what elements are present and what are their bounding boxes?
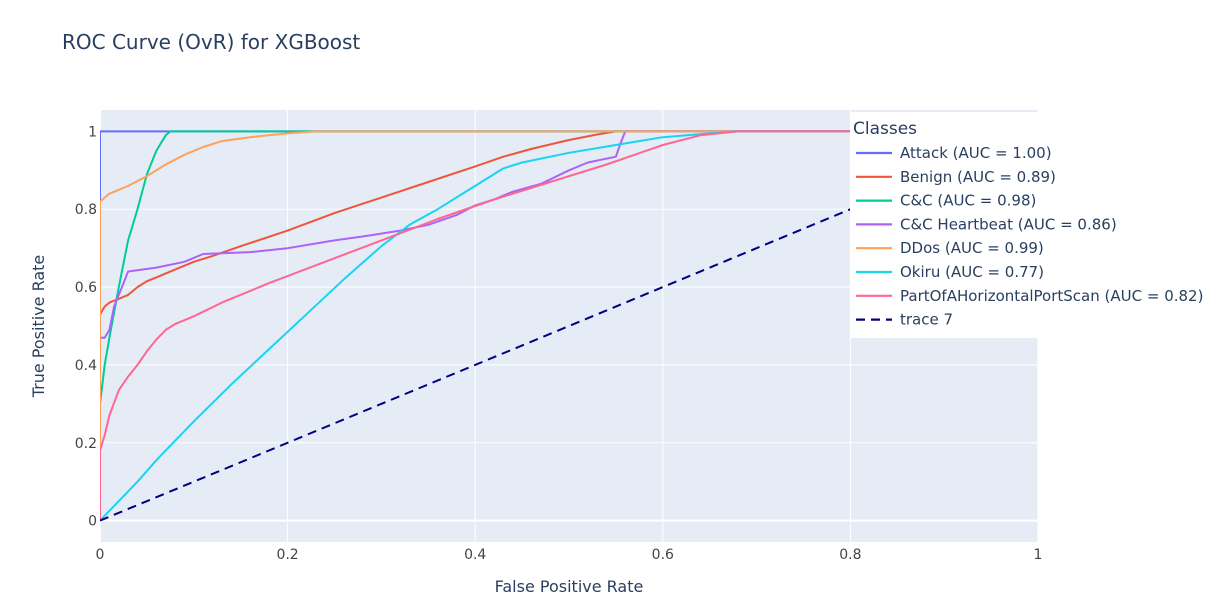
legend-item[interactable]: DDos (AUC = 0.99) [856,239,1044,257]
x-tick-label: 1 [1034,547,1043,563]
legend-label: PartOfAHorizontalPortScan (AUC = 0.82) [900,287,1203,305]
y-tick-label: 0.2 [75,436,97,452]
y-axis-title: True Positive Rate [29,255,48,399]
x-tick-label: 0.4 [464,547,486,563]
legend-item[interactable]: trace 7 [856,311,953,329]
y-axis-ticks: 0 0.2 0.4 0.6 0.8 1 [75,124,97,529]
legend-item[interactable]: C&C (AUC = 0.98) [856,192,1036,210]
legend-item[interactable]: Attack (AUC = 1.00) [856,144,1052,162]
x-tick-label: 0.6 [652,547,674,563]
y-tick-label: 0.4 [75,358,97,374]
legend-item[interactable]: Benign (AUC = 0.89) [856,168,1056,186]
y-tick-label: 1 [88,124,97,140]
legend-item[interactable]: PartOfAHorizontalPortScan (AUC = 0.82) [856,287,1203,305]
x-tick-label: 0.8 [839,547,861,563]
legend-label: trace 7 [900,311,953,329]
series-line-2 [100,130,1038,521]
legend-label: C&C Heartbeat (AUC = 0.86) [900,215,1117,233]
series-line-1 [100,130,1038,521]
y-tick-label: 0.8 [75,202,97,218]
legend-title: Classes [853,119,917,139]
legend-label: Okiru (AUC = 0.77) [900,263,1044,281]
legend-item[interactable]: Okiru (AUC = 0.77) [856,263,1044,281]
y-tick-label: 0 [88,514,97,530]
legend[interactable]: Classes Attack (AUC = 1.00) Benign (AUC =… [850,112,1203,338]
y-tick-label: 0.6 [75,280,97,296]
series-line-3 [100,130,1038,521]
legend-label: C&C (AUC = 0.98) [900,192,1036,210]
legend-item[interactable]: C&C Heartbeat (AUC = 0.86) [856,215,1117,233]
x-axis-ticks: 0 0.2 0.4 0.6 0.8 1 [96,547,1043,563]
chart-title: ROC Curve (OvR) for XGBoost [62,30,360,54]
legend-label: Benign (AUC = 0.89) [900,168,1056,186]
x-axis-title: False Positive Rate [495,577,644,596]
x-tick-label: 0.2 [276,547,298,563]
series-line-6 [100,130,1038,521]
x-tick-label: 0 [96,547,105,563]
legend-label: Attack (AUC = 1.00) [900,144,1052,162]
legend-label: DDos (AUC = 0.99) [900,239,1044,257]
series-line-4 [100,130,1038,521]
